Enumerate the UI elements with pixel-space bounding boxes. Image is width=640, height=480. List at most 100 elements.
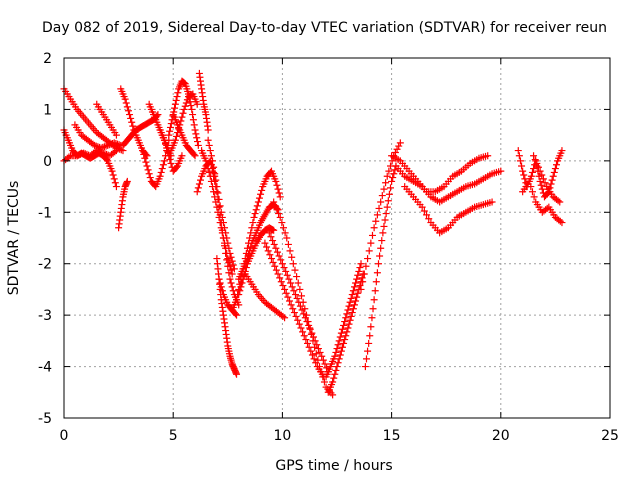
data-point <box>284 293 292 301</box>
data-point <box>249 219 257 227</box>
data-point <box>336 351 344 359</box>
data-point <box>364 255 372 263</box>
data-point <box>377 198 385 206</box>
data-point <box>364 347 372 355</box>
data-point <box>75 151 83 159</box>
data-point <box>340 321 348 329</box>
data-point <box>390 170 398 178</box>
data-point <box>283 234 291 242</box>
data-point <box>167 159 175 167</box>
data-point <box>347 312 355 320</box>
data-point <box>306 325 314 333</box>
data-point <box>276 213 284 221</box>
data-point <box>273 248 281 256</box>
data-point <box>556 217 564 225</box>
data-point <box>140 150 148 158</box>
data-point <box>114 140 122 148</box>
data-point <box>310 355 318 363</box>
data-point <box>265 229 273 237</box>
data-point <box>267 255 275 263</box>
data-point <box>217 219 225 227</box>
data-point <box>171 136 179 144</box>
data-point <box>372 217 380 225</box>
series-track-a <box>60 85 127 155</box>
data-point <box>362 262 370 270</box>
data-point <box>382 179 390 187</box>
data-point <box>321 360 329 368</box>
data-point <box>278 260 286 268</box>
data-point <box>187 102 195 110</box>
data-point <box>65 153 73 161</box>
series-track-f <box>115 177 131 232</box>
data-point <box>266 251 274 259</box>
data-point <box>395 142 403 150</box>
data-point <box>554 197 562 205</box>
data-point <box>172 163 180 171</box>
data-point <box>331 370 339 378</box>
data-point <box>255 194 263 202</box>
data-point <box>279 282 287 290</box>
data-point <box>111 148 119 156</box>
data-point <box>420 207 428 215</box>
x-tick-label: 0 <box>60 428 69 444</box>
data-point <box>121 95 129 103</box>
data-point <box>225 244 233 252</box>
data-point <box>334 341 342 349</box>
data-point <box>178 113 186 121</box>
data-point <box>226 275 234 283</box>
data-point <box>269 237 277 245</box>
series-track-r <box>204 136 238 273</box>
data-point <box>166 156 174 164</box>
data-point <box>288 283 296 291</box>
data-point <box>354 289 362 297</box>
data-point <box>335 337 343 345</box>
data-point <box>275 252 283 260</box>
data-point <box>263 243 271 251</box>
data-point <box>289 260 297 268</box>
data-point <box>112 147 120 155</box>
data-point <box>101 150 109 158</box>
series-track-af <box>357 139 404 293</box>
data-point <box>215 203 223 211</box>
data-point <box>329 378 337 386</box>
data-point <box>270 240 278 248</box>
x-tick-label: 20 <box>492 428 510 444</box>
data-point <box>172 96 180 104</box>
series-track-k <box>156 126 186 175</box>
data-point <box>182 99 190 107</box>
data-point <box>191 152 199 160</box>
series-track-ab <box>261 239 328 381</box>
data-point <box>115 141 123 149</box>
y-axis-label: SDTVAR / TECUs <box>6 181 22 296</box>
data-point <box>193 188 201 196</box>
data-point <box>257 190 265 198</box>
data-point <box>178 152 186 160</box>
data-point <box>365 247 373 255</box>
data-point <box>514 147 522 155</box>
data-point <box>380 222 388 230</box>
data-point <box>110 139 118 147</box>
data-point <box>353 275 361 283</box>
data-point <box>171 104 179 112</box>
data-point <box>525 177 533 185</box>
data-point <box>104 141 112 149</box>
data-point <box>527 172 535 180</box>
data-point <box>342 314 350 322</box>
data-point <box>111 179 119 187</box>
data-point <box>340 339 348 347</box>
data-point <box>173 93 181 101</box>
data-point <box>171 100 179 108</box>
marks-layer <box>60 69 566 399</box>
data-point <box>250 213 258 221</box>
data-point <box>238 279 246 287</box>
data-point <box>281 314 289 322</box>
data-point <box>376 252 384 260</box>
data-point <box>206 147 214 155</box>
data-point <box>282 267 290 275</box>
series-track-ai <box>401 183 496 237</box>
data-point <box>227 279 235 287</box>
y-tick-label: -2 <box>38 257 52 273</box>
data-point <box>276 193 284 201</box>
data-point <box>353 293 361 301</box>
data-point <box>228 257 236 265</box>
